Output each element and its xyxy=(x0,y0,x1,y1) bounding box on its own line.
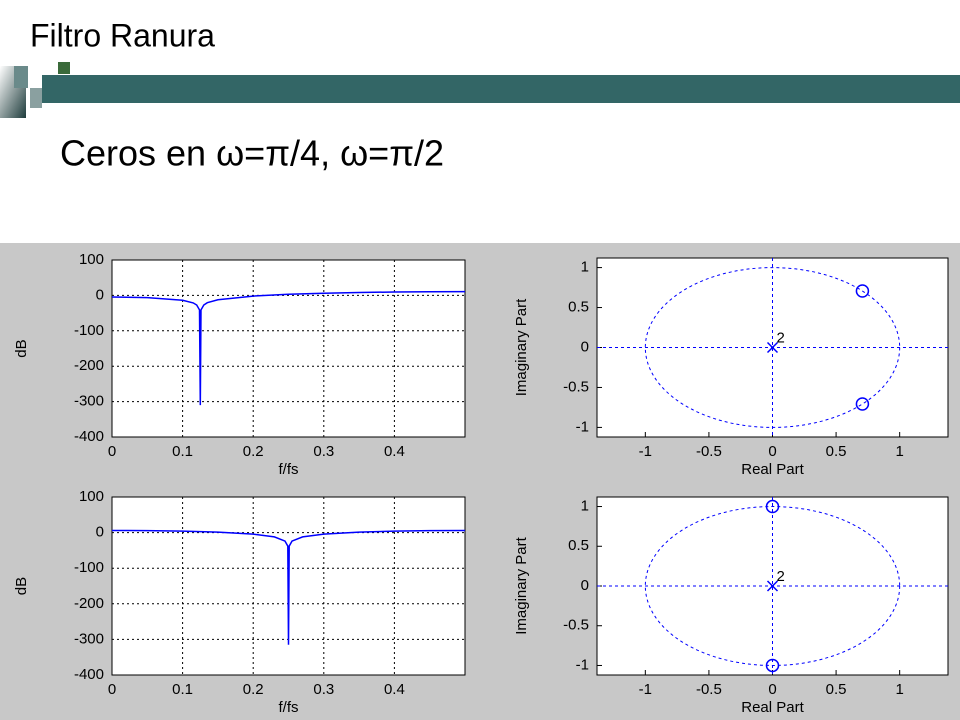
decor-square xyxy=(14,66,28,88)
pole-marker xyxy=(766,341,779,354)
zero-marker xyxy=(855,397,870,411)
pole-multiplicity: 2 xyxy=(777,568,785,585)
y-tick-label: -300 xyxy=(74,393,104,410)
y-tick-label: -400 xyxy=(74,428,104,445)
x-tick-label: -1 xyxy=(639,681,652,698)
x-tick-label: 0.4 xyxy=(384,443,405,460)
x-tick-label: 0 xyxy=(108,681,116,698)
x-tick-label: 0 xyxy=(768,681,776,698)
x-tick-label: 0 xyxy=(768,443,776,460)
y-tick-label: -200 xyxy=(74,595,104,612)
x-tick-label: 0.2 xyxy=(243,681,264,698)
header-bar xyxy=(42,75,960,103)
x-axis-label: Real Part xyxy=(741,699,804,716)
y-tick-label: -400 xyxy=(74,666,104,683)
x-axis-label: f/fs xyxy=(278,699,298,716)
decor-square xyxy=(30,88,42,108)
x-axis-label: Real Part xyxy=(741,461,804,478)
y-tick-label: 1 xyxy=(581,259,589,276)
response-line xyxy=(111,529,466,645)
y-tick-label: 0 xyxy=(96,524,104,541)
x-tick-label: 0.5 xyxy=(826,443,847,460)
y-tick-label: -100 xyxy=(74,559,104,576)
x-tick-label: 1 xyxy=(896,443,904,460)
pole-marker xyxy=(766,580,779,592)
y-tick-label: 0 xyxy=(581,338,589,355)
x-tick-label: 0.4 xyxy=(384,681,405,698)
y-tick-label: 1 xyxy=(581,498,589,515)
pole-multiplicity: 2 xyxy=(777,329,785,346)
y-tick-label: -1 xyxy=(576,418,589,435)
x-tick-label: -0.5 xyxy=(696,443,722,460)
x-tick-label: 0 xyxy=(108,443,116,460)
slide-subtitle: Ceros en ω=π/4, ω=π/2 xyxy=(60,133,444,174)
y-tick-label: -1 xyxy=(576,656,589,673)
x-tick-label: -1 xyxy=(639,443,652,460)
zero-marker xyxy=(765,658,780,673)
y-tick-label: 100 xyxy=(79,488,104,505)
x-tick-label: -0.5 xyxy=(696,681,722,698)
slide-title: Filtro Ranura xyxy=(30,17,215,53)
y-axis-label: dB xyxy=(13,339,30,357)
x-tick-label: 0.2 xyxy=(243,443,264,460)
y-tick-label: 0.5 xyxy=(568,537,589,554)
x-tick-label: 0.3 xyxy=(313,443,334,460)
y-tick-label: -200 xyxy=(74,357,104,374)
x-tick-label: 0.1 xyxy=(172,443,193,460)
y-tick-label: 100 xyxy=(79,251,104,268)
x-tick-label: 0.5 xyxy=(826,681,847,698)
zero-marker xyxy=(765,499,780,514)
y-tick-label: 0 xyxy=(581,577,589,594)
x-tick-label: 0.3 xyxy=(313,681,334,698)
x-axis-label: f/fs xyxy=(278,461,298,478)
y-tick-label: -300 xyxy=(74,630,104,647)
decor-square xyxy=(58,62,70,74)
y-tick-label: -0.5 xyxy=(563,378,589,395)
x-tick-label: 0.1 xyxy=(172,681,193,698)
y-axis-label: Imaginary Part xyxy=(513,536,530,634)
response-line xyxy=(111,290,466,406)
y-tick-label: 0.5 xyxy=(568,299,589,316)
plot-area xyxy=(111,259,466,438)
y-tick-label: -0.5 xyxy=(563,617,589,634)
x-tick-label: 1 xyxy=(896,681,904,698)
zero-marker xyxy=(855,284,870,298)
y-tick-label: -100 xyxy=(74,322,104,339)
y-axis-label: Imaginary Part xyxy=(513,298,530,396)
y-tick-label: 0 xyxy=(96,286,104,303)
y-axis-label: dB xyxy=(13,577,30,595)
